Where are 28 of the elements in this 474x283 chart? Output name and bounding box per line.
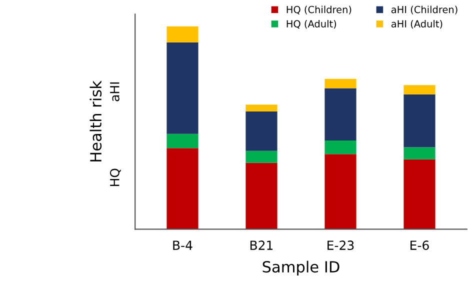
bar	[324, 140, 356, 154]
bar	[166, 148, 198, 230]
bar	[166, 26, 198, 43]
x-tick-label: E-23	[328, 240, 354, 250]
bar	[246, 104, 278, 112]
x-axis-title: Sample ID	[262, 260, 340, 276]
bar	[246, 162, 278, 230]
legend-label: HQ (Adult)	[286, 20, 336, 29]
x-tick-label: B21	[250, 240, 273, 250]
bar	[324, 78, 356, 88]
bar	[166, 134, 198, 148]
x-tick-label: B-4	[173, 240, 192, 250]
bar	[246, 112, 278, 151]
bar	[404, 159, 436, 230]
bar	[324, 154, 356, 230]
legend-label: HQ (Children)	[286, 6, 352, 14]
bar	[404, 85, 436, 94]
bar	[404, 94, 436, 148]
x-tick-label: E-6	[410, 240, 429, 250]
text: HQ	[110, 168, 121, 186]
bar	[404, 147, 436, 160]
bar	[166, 42, 198, 134]
legend-label: aHI (Adult)	[391, 20, 442, 29]
bar	[324, 88, 356, 141]
bar	[246, 150, 278, 163]
legend-label: aHI (Children)	[391, 6, 458, 14]
y-axis-title: Health risk	[90, 80, 102, 162]
text: aHI	[110, 82, 120, 102]
